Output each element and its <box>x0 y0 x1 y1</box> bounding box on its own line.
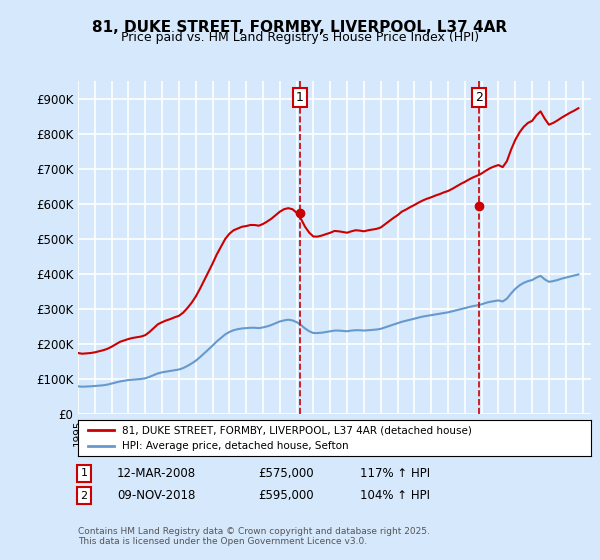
Text: £575,000: £575,000 <box>258 466 314 480</box>
Text: 81, DUKE STREET, FORMBY, LIVERPOOL, L37 4AR: 81, DUKE STREET, FORMBY, LIVERPOOL, L37 … <box>92 20 508 35</box>
Text: 09-NOV-2018: 09-NOV-2018 <box>117 489 196 502</box>
Text: 1: 1 <box>80 468 88 478</box>
Text: 81, DUKE STREET, FORMBY, LIVERPOOL, L37 4AR (detached house): 81, DUKE STREET, FORMBY, LIVERPOOL, L37 … <box>122 425 472 435</box>
Text: 12-MAR-2008: 12-MAR-2008 <box>117 466 196 480</box>
Text: 104% ↑ HPI: 104% ↑ HPI <box>360 489 430 502</box>
Text: 2: 2 <box>80 491 88 501</box>
Text: HPI: Average price, detached house, Sefton: HPI: Average price, detached house, Seft… <box>122 441 348 451</box>
Text: 2: 2 <box>475 91 483 104</box>
Text: 117% ↑ HPI: 117% ↑ HPI <box>360 466 430 480</box>
Text: 1: 1 <box>296 91 304 104</box>
Text: Contains HM Land Registry data © Crown copyright and database right 2025.
This d: Contains HM Land Registry data © Crown c… <box>78 526 430 546</box>
Text: £595,000: £595,000 <box>258 489 314 502</box>
Text: Price paid vs. HM Land Registry's House Price Index (HPI): Price paid vs. HM Land Registry's House … <box>121 31 479 44</box>
